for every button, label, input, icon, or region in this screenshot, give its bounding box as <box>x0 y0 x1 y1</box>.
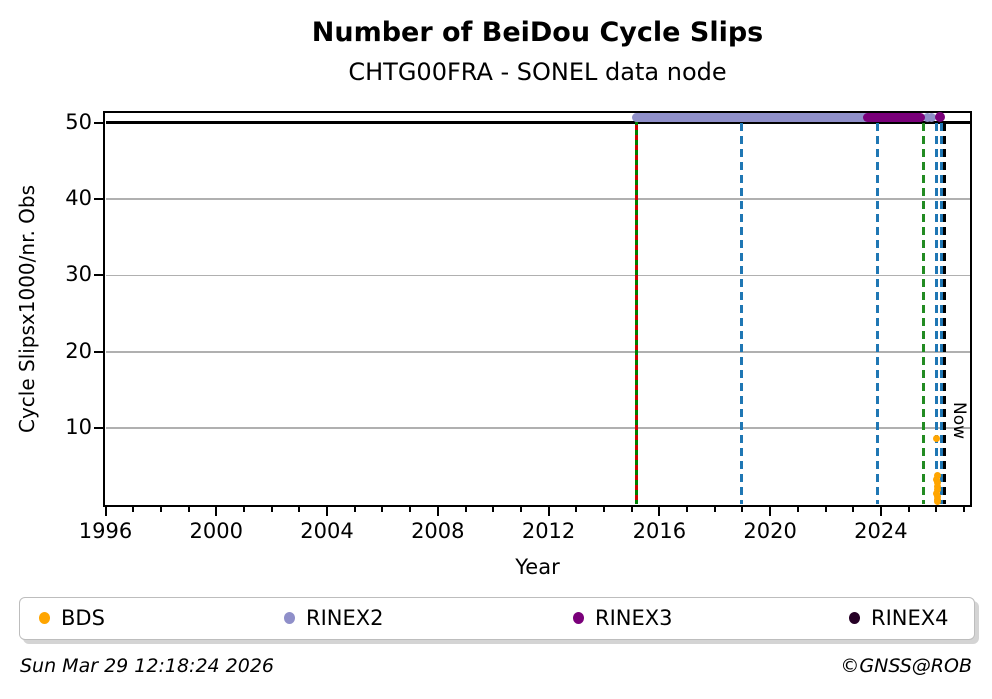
x-minor-tick <box>713 507 716 512</box>
event-line <box>740 122 744 505</box>
y-tick-label: 30 <box>65 262 92 287</box>
y-gridline <box>105 427 970 429</box>
data-point-rinex3 <box>934 112 945 123</box>
y-tick-label: 40 <box>65 186 92 211</box>
legend-item-rinex4: RINEX4 <box>849 598 949 638</box>
legend-label-rinex3: RINEX3 <box>595 606 673 630</box>
x-major-tick <box>547 507 550 516</box>
event-line <box>922 122 926 505</box>
x-minor-tick <box>686 507 689 512</box>
x-tick-label: 2020 <box>743 519 797 543</box>
legend-item-bds: BDS <box>39 598 105 638</box>
event-line <box>635 115 639 505</box>
x-major-tick <box>104 507 107 516</box>
x-tick-label: 1996 <box>78 519 133 543</box>
legend-item-rinex2: RINEX2 <box>284 598 384 638</box>
rinex2-dot-icon <box>284 612 295 624</box>
event-line <box>876 122 880 505</box>
y-gridline <box>105 274 970 277</box>
y-tick <box>94 350 103 353</box>
x-minor-tick <box>242 507 245 512</box>
threshold-line <box>105 121 970 125</box>
x-minor-tick <box>741 507 744 512</box>
y-tick-label: 50 <box>65 109 92 134</box>
x-minor-tick <box>824 507 827 512</box>
x-major-tick <box>658 507 661 516</box>
now-label: Now <box>948 402 969 440</box>
x-minor-tick <box>519 507 522 512</box>
event-line <box>935 122 939 505</box>
data-point-bds <box>933 471 941 479</box>
x-minor-tick <box>602 507 605 512</box>
data-point-bds <box>934 485 942 493</box>
y-tick <box>94 198 103 201</box>
y-tick <box>94 121 103 124</box>
x-tick-label: 2012 <box>521 519 576 543</box>
x-minor-tick <box>187 507 190 512</box>
x-minor-tick <box>270 507 273 512</box>
credit-text: ©GNSS@ROB <box>840 655 972 677</box>
y-tick-label: 10 <box>65 415 92 440</box>
legend-item-rinex3: RINEX3 <box>573 598 673 638</box>
x-minor-tick <box>353 507 356 512</box>
series-run-rinex3 <box>862 112 926 122</box>
x-minor-tick <box>852 507 855 512</box>
x-minor-tick <box>962 507 965 512</box>
x-minor-tick <box>907 507 910 512</box>
timestamp-text: Sun Mar 29 12:18:24 2026 <box>20 655 275 677</box>
x-tick-label: 2008 <box>411 519 465 543</box>
data-point-rinex2 <box>927 112 937 122</box>
chart-subtitle: CHTG00FRA - SONEL data node <box>348 58 727 86</box>
y-gridline <box>105 351 970 353</box>
legend-label-rinex2: RINEX2 <box>306 606 384 630</box>
x-minor-tick <box>298 507 301 512</box>
chart-title: Number of BeiDou Cycle Slips <box>311 17 764 48</box>
now-line <box>943 122 947 505</box>
x-minor-tick <box>464 507 467 512</box>
legend-label-rinex4: RINEX4 <box>871 606 949 630</box>
x-minor-tick <box>381 507 384 512</box>
y-tick-label: 20 <box>65 338 92 363</box>
series-run-rinex2 <box>632 112 876 122</box>
x-minor-tick <box>935 507 938 512</box>
data-point-bds <box>932 435 940 443</box>
data-point-bds <box>934 478 942 486</box>
legend: BDS RINEX2 RINEX3 RINEX4 <box>19 597 975 640</box>
x-minor-tick <box>796 507 799 512</box>
rinex4-dot-icon <box>849 612 860 624</box>
x-major-tick <box>436 507 439 516</box>
y-tick <box>94 274 103 277</box>
x-major-tick <box>879 507 882 516</box>
y-tick <box>94 427 103 430</box>
x-minor-tick <box>630 507 633 512</box>
x-tick-label: 2004 <box>300 519 354 543</box>
x-tick-label: 2016 <box>632 519 687 543</box>
x-minor-tick <box>159 507 162 512</box>
y-axis-label: Cycle Slipsx1000/nr. Obs <box>15 184 39 434</box>
x-tick-label: 2024 <box>854 519 908 543</box>
x-minor-tick <box>132 507 135 512</box>
x-major-tick <box>215 507 218 516</box>
plot-area <box>103 111 972 507</box>
x-minor-tick <box>575 507 578 512</box>
x-minor-tick <box>409 507 412 512</box>
event-line <box>940 122 944 505</box>
data-point-bds <box>933 497 941 505</box>
legend-label-bds: BDS <box>61 606 105 630</box>
x-minor-tick <box>492 507 495 512</box>
x-major-tick <box>769 507 772 516</box>
x-tick-label: 2000 <box>189 519 243 543</box>
rinex3-dot-icon <box>573 612 584 624</box>
x-axis-label: Year <box>515 555 560 579</box>
bds-dot-icon <box>39 612 50 624</box>
y-gridline <box>105 198 970 200</box>
x-major-tick <box>326 507 329 516</box>
